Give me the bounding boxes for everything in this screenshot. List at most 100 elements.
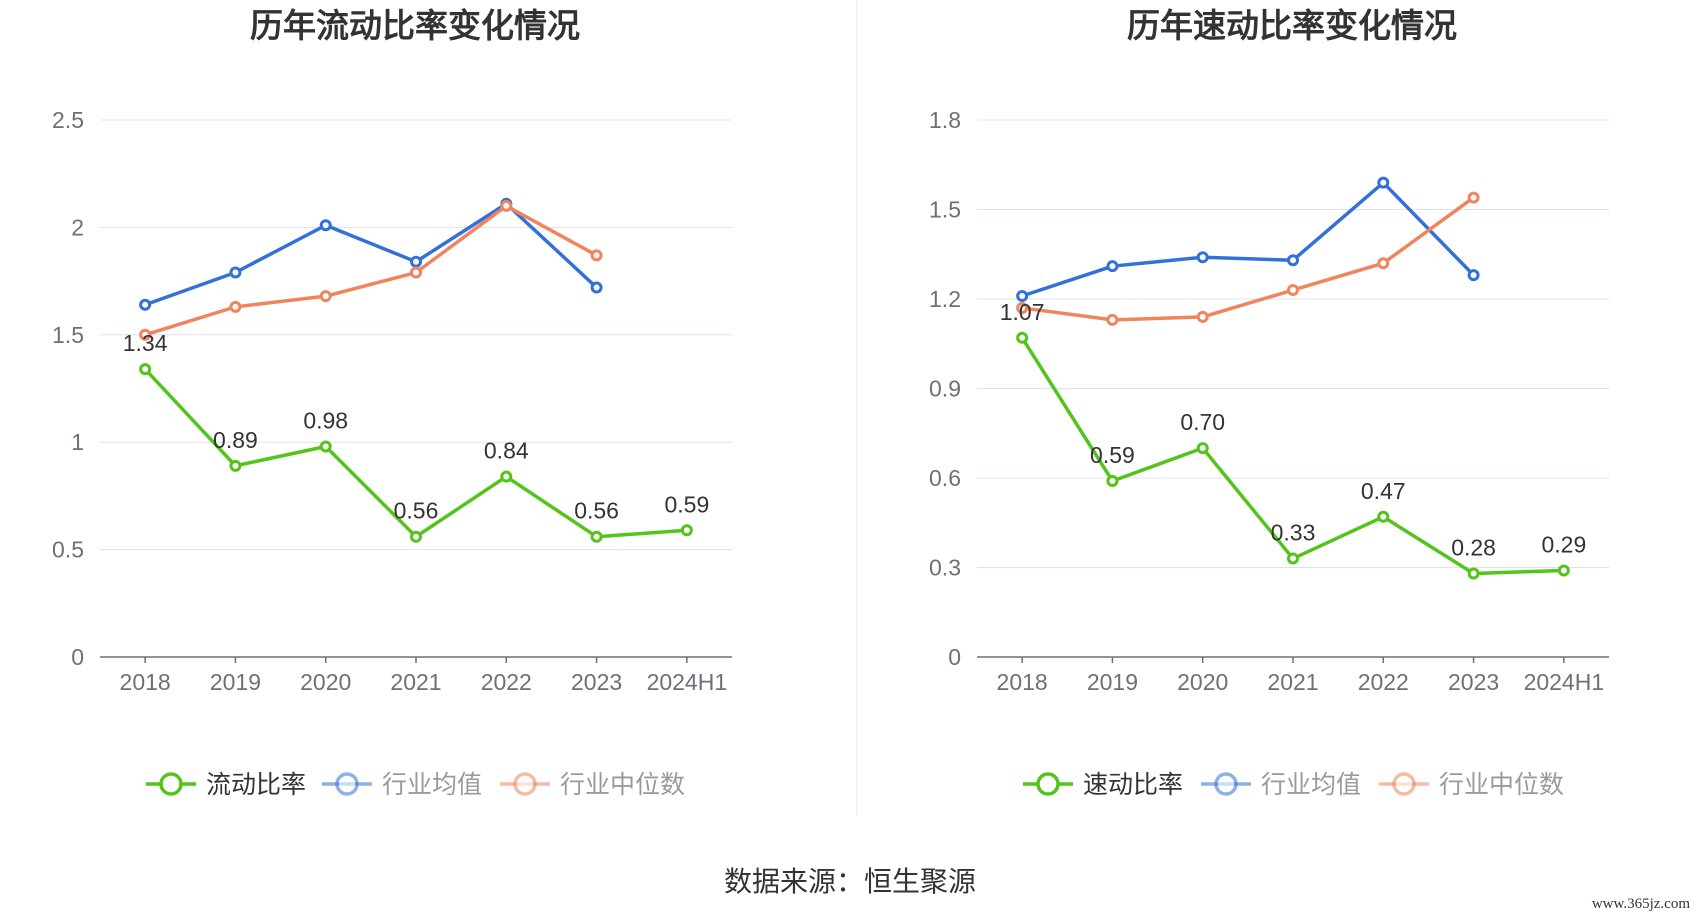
- legend-item-速动比率: 速动比率: [1023, 771, 1183, 799]
- data-point: [229, 459, 242, 472]
- data-label: 0.56: [394, 498, 439, 524]
- legend-item-行业中位数: 行业中位数: [500, 771, 685, 799]
- y-tick-label: 0.6: [929, 465, 961, 491]
- data-label: 0.59: [664, 491, 709, 517]
- x-tick-label: 2021: [390, 669, 441, 695]
- x-tick-label: 2019: [210, 669, 261, 695]
- data-point: [1467, 567, 1480, 580]
- data-label: 0.28: [1451, 534, 1496, 560]
- data-label: 0.70: [1180, 409, 1225, 435]
- data-point: [319, 219, 332, 232]
- legend-marker: [159, 772, 183, 796]
- data-label: 1.34: [123, 330, 168, 356]
- data-point: [229, 266, 242, 279]
- series-line: [144, 204, 598, 337]
- data-point: [1196, 251, 1209, 264]
- data-point: [319, 290, 332, 303]
- y-tick-label: 1.5: [52, 322, 84, 348]
- data-point: [590, 530, 603, 543]
- series-速动比率: 1.07 0.59 0.70 0.33 0.47 0.28 0.29: [1000, 299, 1586, 580]
- legend-marker: [1036, 772, 1060, 796]
- y-tick-label: 2: [71, 214, 84, 240]
- watermark: www.365jz.com: [1591, 896, 1690, 912]
- y-tick-label: 1: [71, 429, 84, 455]
- data-point: [1106, 474, 1119, 487]
- legend-item-行业均值: 行业均值: [1201, 771, 1361, 799]
- chart-title: 历年速动比率变化情况: [1127, 7, 1457, 44]
- data-point: [139, 298, 152, 311]
- legend-item-流动比率: 流动比率: [146, 771, 306, 799]
- data-point: [1557, 564, 1570, 577]
- series-流动比率: 1.34 0.89 0.98 0.56 0.84 0.56 0.59: [123, 330, 709, 543]
- x-tick-label: 2018: [997, 669, 1048, 695]
- data-label: 0.47: [1361, 478, 1406, 504]
- legend-label: 行业均值: [382, 771, 482, 799]
- charts-canvas: 历年流动比率变化情况 0 0.5 1 1.5 2 2.5 2018 2019 2020 2021 20…: [52, 0, 1609, 815]
- data-point: [1287, 254, 1299, 267]
- y-tick-label: 0.3: [929, 555, 961, 581]
- x-tick-label: 2024H1: [1524, 669, 1605, 695]
- data-point: [1377, 510, 1390, 523]
- y-tick-label: 1.8: [929, 107, 961, 133]
- legend-label: 流动比率: [206, 771, 306, 799]
- x-tick-label: 2022: [481, 669, 532, 695]
- data-point: [1287, 284, 1299, 297]
- legend-marker: [1392, 772, 1416, 796]
- legend-marker: [335, 772, 359, 796]
- y-tick-label: 0.9: [929, 376, 961, 402]
- data-point: [1016, 290, 1029, 303]
- data-point: [1106, 260, 1119, 273]
- series-line: [1021, 180, 1475, 298]
- legend-label: 速动比率: [1083, 771, 1183, 799]
- legend-label: 行业均值: [1261, 771, 1361, 799]
- legend-item-行业均值: 行业均值: [322, 771, 482, 799]
- legend-label: 行业中位数: [560, 771, 685, 799]
- y-tick-label: 2.5: [52, 107, 84, 133]
- series-line: [1021, 196, 1475, 322]
- data-point: [1016, 301, 1029, 314]
- data-point: [1467, 191, 1480, 204]
- data-point: [139, 363, 152, 376]
- data-point: [319, 440, 332, 453]
- y-tick-label: 0: [71, 644, 84, 670]
- data-label: 0.56: [574, 498, 619, 524]
- data-point: [590, 249, 603, 262]
- series-行业中位数: [139, 199, 603, 341]
- data-point: [139, 328, 152, 341]
- data-point: [680, 524, 693, 537]
- x-tick-label: 2018: [120, 669, 171, 695]
- series-行业均值: [1016, 176, 1480, 303]
- legend-label: 行业中位数: [1439, 771, 1564, 799]
- data-point: [410, 530, 422, 543]
- data-point: [1196, 442, 1209, 455]
- data-point: [1196, 310, 1209, 323]
- y-tick-label: 1.2: [929, 286, 961, 312]
- y-tick-label: 0: [948, 644, 961, 670]
- x-tick-label: 2022: [1358, 669, 1409, 695]
- series-line: [144, 202, 598, 307]
- x-tick-label: 2023: [1448, 669, 1499, 695]
- x-tick-label: 2020: [1177, 669, 1228, 695]
- y-tick-label: 1.5: [929, 197, 961, 223]
- chart-2: 历年速动比率变化情况 0 0.3 0.6 0.9 1.2 1.5 1.8 2018 2019 202…: [929, 7, 1609, 799]
- data-point: [500, 199, 513, 212]
- x-tick-label: 2024H1: [647, 669, 728, 695]
- chart-title: 历年流动比率变化情况: [250, 7, 580, 44]
- data-point: [1016, 331, 1029, 344]
- data-point: [1377, 176, 1390, 189]
- data-source-note: 数据来源：恒生聚源: [723, 866, 976, 897]
- data-label: 0.89: [213, 427, 258, 453]
- x-tick-label: 2019: [1087, 669, 1138, 695]
- legend-marker: [513, 772, 537, 796]
- x-tick-label: 2023: [571, 669, 622, 695]
- data-point: [1377, 257, 1390, 270]
- data-label: 0.33: [1271, 520, 1316, 546]
- data-label: 0.29: [1541, 531, 1586, 557]
- data-point: [1106, 313, 1119, 326]
- data-label: 0.59: [1090, 442, 1135, 468]
- x-tick-label: 2021: [1267, 669, 1318, 695]
- data-point: [1287, 552, 1299, 565]
- data-point: [410, 266, 422, 279]
- series-行业中位数: [1016, 191, 1480, 326]
